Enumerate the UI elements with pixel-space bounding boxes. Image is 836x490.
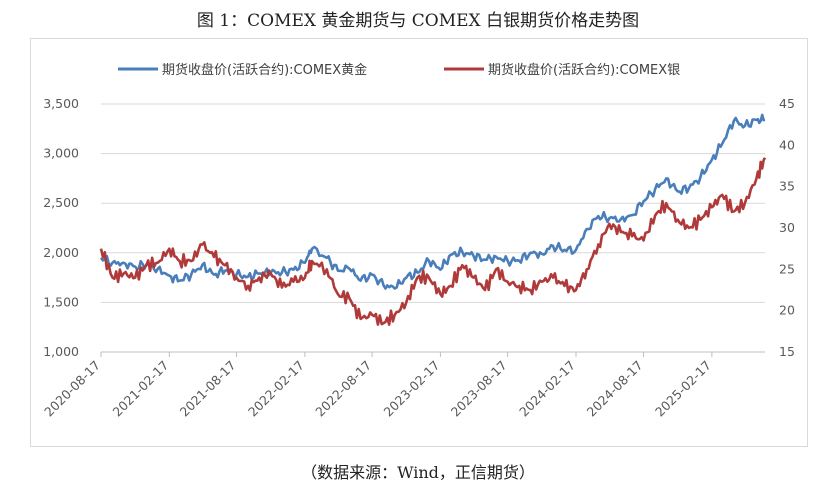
left-tick-label: 2,000 [43, 245, 79, 260]
x-tick-label: 2024-08-17 [584, 358, 646, 420]
legend-label: 期货收盘价(活跃合约):COMEX银 [488, 62, 680, 78]
legend: 期货收盘价(活跃合约):COMEX黄金 期货收盘价(活跃合约):COMEX银 [118, 62, 680, 78]
gold-series-line [99, 113, 766, 290]
right-tick-label: 40 [779, 137, 795, 152]
x-tick-label: 2022-08-17 [312, 358, 374, 420]
left-tick-label: 3,500 [43, 96, 79, 111]
x-tick-label: 2021-02-17 [109, 358, 171, 420]
right-tick-label: 45 [779, 96, 795, 111]
source-note: （数据来源：Wind，正信期货） [301, 463, 535, 482]
right-axis-ticks: 15 20 25 30 35 40 45 [779, 96, 795, 359]
right-tick-label: 25 [779, 261, 795, 276]
x-tick-label: 2024-02-17 [516, 358, 578, 420]
left-tick-label: 2,500 [43, 195, 79, 210]
x-tick-label: 2025-02-17 [652, 358, 714, 420]
series-lines [99, 113, 767, 326]
left-tick-label: 1,000 [43, 344, 79, 359]
x-tick-label: 2020-08-17 [41, 358, 103, 420]
chart-frame [30, 38, 808, 447]
right-tick-label: 15 [779, 344, 795, 359]
chart-title: 图 1：COMEX 黄金期货与 COMEX 白银期货价格走势图 [196, 11, 640, 31]
left-tick-label: 3,000 [43, 146, 79, 161]
x-axis: 2020-08-17 2021-02-17 2021-08-17 2022-02-17… [41, 351, 765, 420]
right-tick-label: 30 [779, 220, 795, 235]
right-tick-label: 20 [779, 303, 795, 318]
x-tick-label: 2023-02-17 [381, 358, 443, 420]
left-axis-ticks: 1,000 1,500 2,000 2,500 3,000 3,500 [43, 96, 79, 359]
silver-series-line [99, 157, 767, 326]
legend-label: 期货收盘价(活跃合约):COMEX黄金 [162, 62, 367, 78]
right-tick-label: 35 [779, 179, 795, 194]
x-tick-label: 2022-02-17 [245, 358, 307, 420]
x-tick-label: 2023-08-17 [448, 358, 510, 420]
left-tick-label: 1,500 [43, 294, 79, 309]
grid-lines [101, 103, 765, 353]
x-tick-label: 2021-08-17 [177, 358, 239, 420]
